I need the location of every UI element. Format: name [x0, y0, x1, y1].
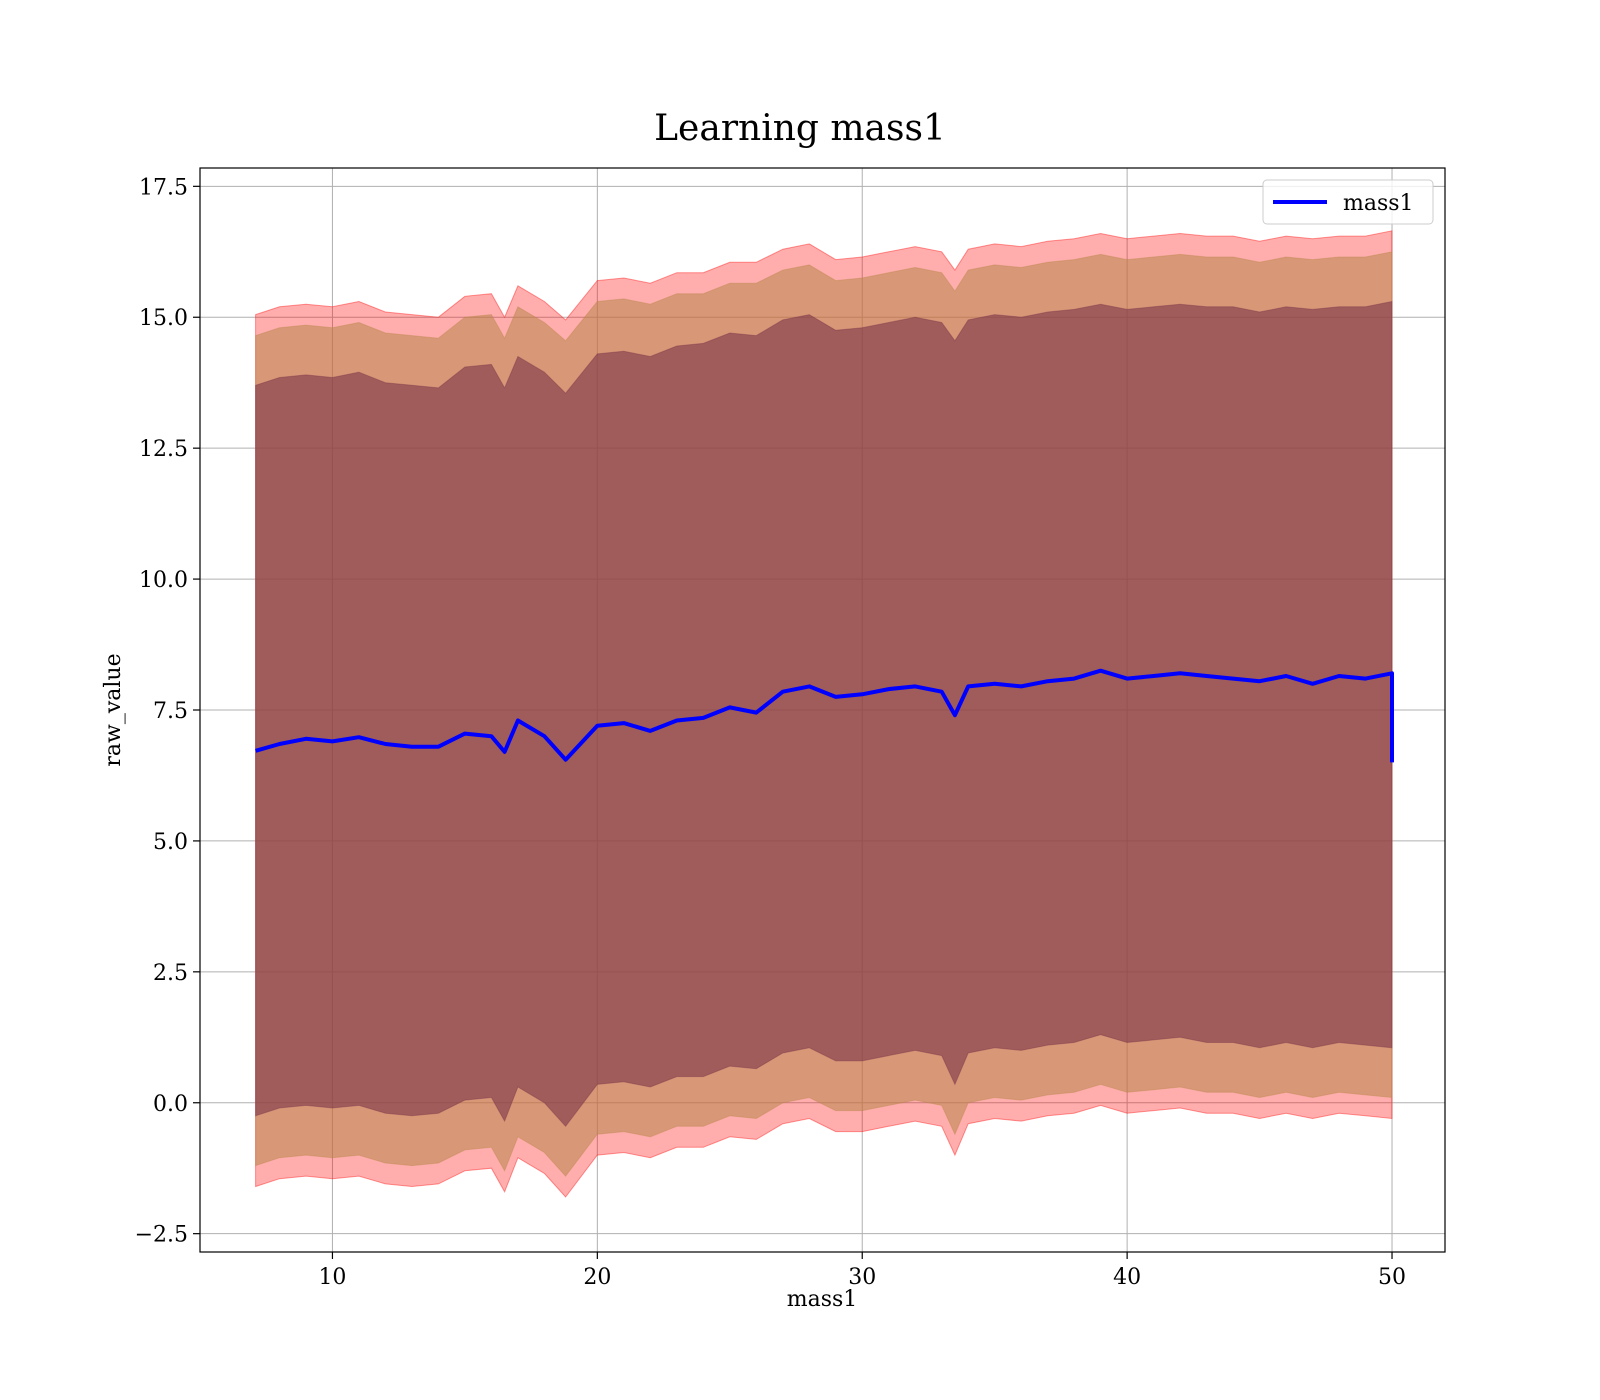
- y-tick-label: 0.0: [153, 1092, 188, 1117]
- x-tick-label: 40: [1113, 1265, 1141, 1290]
- y-tick-label: 10.0: [139, 568, 188, 593]
- legend-label-mass1: mass1: [1343, 191, 1414, 216]
- y-axis-ticks: −2.5 0.0 2.5 5.0 7.5 10.0 12.5 15.0 17.5: [135, 175, 200, 1248]
- chart-title: Learning mass1: [654, 108, 946, 149]
- y-tick-label: 12.5: [139, 437, 188, 462]
- y-tick-label: 17.5: [139, 175, 188, 200]
- y-tick-label: 7.5: [153, 699, 188, 724]
- x-axis-label: mass1: [787, 1287, 858, 1312]
- x-axis-ticks: 10 20 30 40 50: [318, 1252, 1406, 1290]
- series-lines: [255, 668, 1394, 763]
- y-tick-label: 2.5: [153, 961, 188, 986]
- x-tick-label: 50: [1378, 1265, 1406, 1290]
- x-tick-label: 20: [583, 1265, 611, 1290]
- confidence-bands: [255, 230, 1393, 1198]
- y-tick-label: 15.0: [139, 306, 188, 331]
- uncertainty-band-3: [255, 300, 1393, 1128]
- x-tick-label: 30: [848, 1265, 876, 1290]
- legend: mass1: [1262, 179, 1434, 225]
- y-tick-label: 5.0: [153, 830, 188, 855]
- legend-box: [1262, 179, 1434, 225]
- series-line-mass1: [255, 668, 1394, 763]
- y-axis-label: raw_value: [101, 653, 126, 766]
- x-tick-label: 10: [318, 1265, 346, 1290]
- y-tick-label: −2.5: [135, 1223, 188, 1248]
